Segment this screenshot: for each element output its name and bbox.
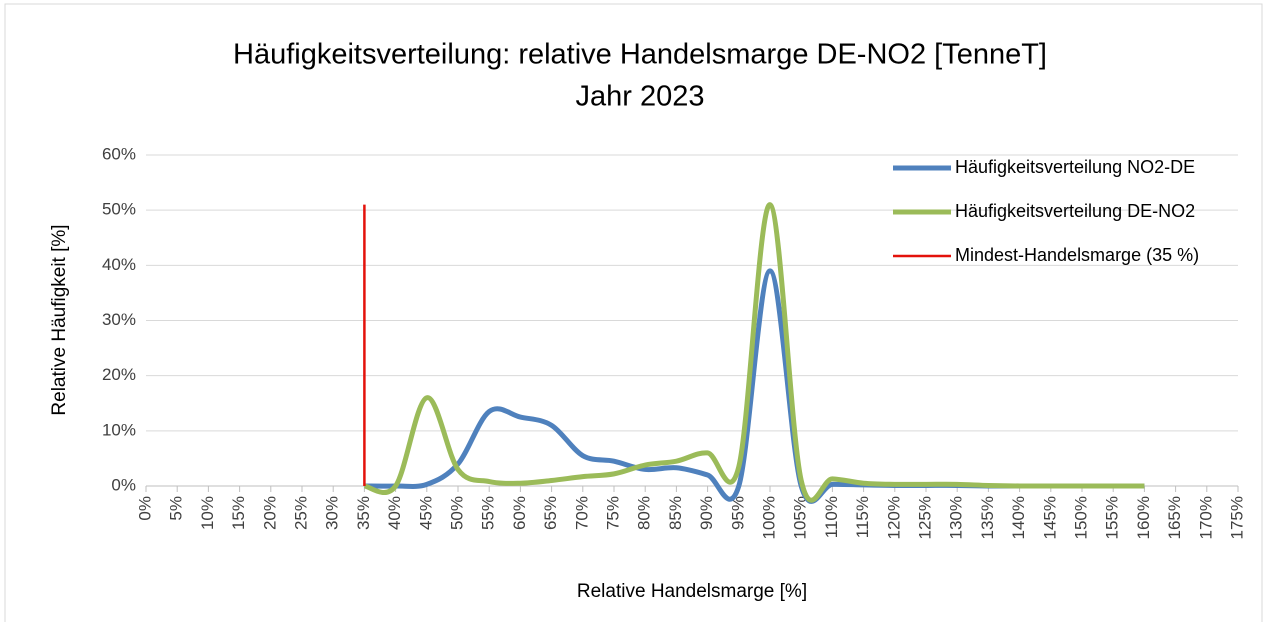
y-axis-label: Relative Häufigkeit [%] (49, 224, 70, 415)
y-tick-label: 50% (102, 200, 136, 219)
x-tick-label: 175% (1227, 496, 1246, 539)
x-tick-label: 30% (323, 496, 342, 530)
x-tick-label: 125% (915, 496, 934, 539)
y-tick-label: 60% (102, 144, 136, 163)
series-line (363, 202, 1145, 503)
x-tick-label: 45% (416, 496, 435, 530)
x-tick-label: 145% (1040, 496, 1059, 539)
legend-label: Häufigkeitsverteilung NO2-DE (955, 157, 1195, 177)
x-tick-label: 35% (354, 496, 373, 530)
x-axis-label: Relative Handelsmarge [%] (577, 581, 807, 602)
x-tick-label: 75% (603, 496, 622, 530)
x-tick-label: 50% (447, 496, 466, 530)
y-tick-label: 30% (102, 310, 136, 329)
y-tick-label: 10% (102, 420, 136, 439)
x-tick-label: 15% (229, 496, 248, 530)
x-tick-label: 85% (666, 496, 685, 530)
x-tick-label: 90% (697, 496, 716, 530)
x-tick-label: 165% (1165, 496, 1184, 539)
x-tick-label: 60% (510, 496, 529, 530)
x-tick-label: 95% (728, 496, 747, 530)
x-tick-label: 80% (635, 496, 654, 530)
x-tick-label: 20% (260, 496, 279, 530)
y-tick-label: 0% (111, 475, 136, 494)
y-tick-label: 20% (102, 365, 136, 384)
x-tick-label: 140% (1009, 496, 1028, 539)
x-tick-label: 135% (978, 496, 997, 539)
x-tick-label: 40% (385, 496, 404, 530)
x-tick-label: 170% (1196, 496, 1215, 539)
x-tick-label: 25% (291, 496, 310, 530)
x-tick-label: 160% (1134, 496, 1153, 539)
x-tick-label: 0% (135, 496, 154, 521)
x-tick-label: 150% (1071, 496, 1090, 539)
x-tick-label: 65% (541, 496, 560, 530)
chart-title: Häufigkeitsverteilung: relative Handelsm… (233, 39, 1047, 71)
legend-label: Häufigkeitsverteilung DE-NO2 (955, 201, 1195, 221)
x-tick-label: 55% (479, 496, 498, 530)
x-tick-label: 70% (572, 496, 591, 530)
legend-label: Mindest-Handelsmarge (35 %) (955, 245, 1199, 265)
x-tick-label: 100% (759, 496, 778, 539)
x-tick-label: 5% (167, 496, 186, 521)
chart-title: Jahr 2023 (576, 81, 705, 113)
x-tick-label: 120% (884, 496, 903, 539)
x-tick-label: 115% (853, 496, 872, 538)
x-tick-label: 105% (791, 496, 810, 539)
x-tick-label: 110% (822, 496, 841, 538)
x-tick-label: 130% (947, 496, 966, 539)
chart-frame (4, 3, 1263, 622)
y-tick-label: 40% (102, 255, 136, 274)
x-tick-label: 10% (198, 496, 217, 530)
x-tick-label: 155% (1103, 496, 1122, 539)
